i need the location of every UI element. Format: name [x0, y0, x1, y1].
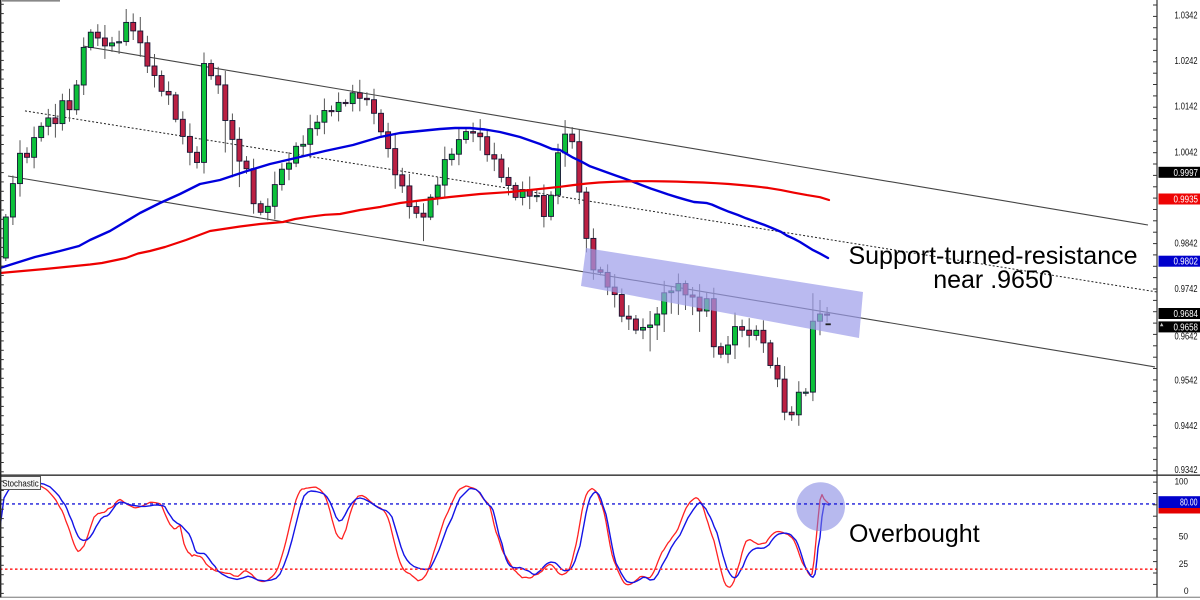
svg-text:0.9442: 0.9442	[1175, 421, 1198, 432]
svg-text:0.9542: 0.9542	[1175, 375, 1198, 386]
svg-text:0.9342: 0.9342	[1175, 465, 1198, 476]
svg-text:Stochastic: Stochastic	[2, 478, 39, 488]
svg-text:0.9935: 0.9935	[1174, 195, 1199, 206]
svg-text:0.9642: 0.9642	[1175, 332, 1198, 343]
svg-text:0.9684: 0.9684	[1174, 309, 1199, 320]
svg-text:50: 50	[1179, 531, 1188, 541]
svg-text:Support-turned-resistance: Support-turned-resistance	[848, 242, 1137, 270]
svg-text:1.0242: 1.0242	[1175, 56, 1198, 67]
svg-text:0.9997: 0.9997	[1174, 168, 1199, 179]
svg-text:100: 100	[1175, 477, 1188, 487]
svg-text:near .9650: near .9650	[933, 266, 1053, 294]
svg-text:Overbought: Overbought	[849, 520, 980, 548]
svg-text:1.0042: 1.0042	[1175, 147, 1198, 158]
svg-text:0.9658: 0.9658	[1174, 322, 1199, 333]
svg-text:1.0342: 1.0342	[1175, 11, 1198, 22]
svg-text:0.9802: 0.9802	[1174, 257, 1199, 268]
svg-text:0: 0	[1184, 586, 1189, 596]
svg-text:1.0142: 1.0142	[1175, 102, 1198, 113]
svg-text:0.9842: 0.9842	[1175, 239, 1198, 250]
svg-text:25: 25	[1179, 559, 1188, 569]
svg-text:0.9742: 0.9742	[1175, 284, 1198, 295]
svg-text:80.00: 80.00	[1180, 498, 1198, 509]
